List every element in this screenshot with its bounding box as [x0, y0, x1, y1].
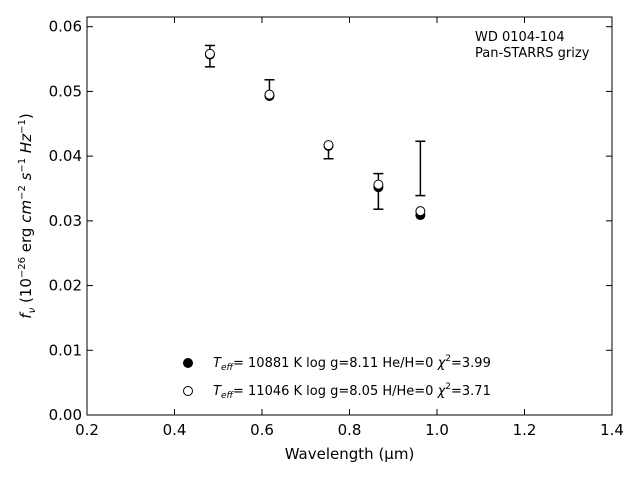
x-tick-label: 1.0	[425, 421, 449, 439]
model-point-open	[323, 140, 334, 151]
x-axis-label: Wavelength (μm)	[285, 445, 415, 463]
y-tick-label: 0.04	[49, 147, 82, 165]
legend: Teff= 10881 K log g=8.11 He/H=0 χ2=3.99 …	[183, 354, 491, 401]
y-axis-label: fν (10−26 erg cm−2 s−1 Hz−1)	[17, 113, 38, 318]
x-tick-label: 0.6	[250, 421, 274, 439]
annotation-object-name: WD 0104-104	[475, 30, 565, 45]
y-tick-label: 0.01	[49, 341, 82, 359]
y-tick-label: 0.06	[49, 18, 82, 36]
y-tick-label: 0.05	[49, 82, 82, 100]
x-tick-label: 1.2	[513, 421, 537, 439]
legend-label-open: Teff= 11046 K log g=8.05 H/He=0 χ2=3.71	[213, 382, 491, 401]
x-axis-ticks: 0.2 0.4 0.6 0.8 1.0 1.2 1.4	[75, 17, 624, 439]
model-point-open	[373, 179, 384, 190]
annotation-survey: Pan-STARRS grizy	[475, 46, 590, 61]
x-tick-label: 0.8	[338, 421, 362, 439]
legend-label-filled: Teff= 10881 K log g=8.11 He/H=0 χ2=3.99	[213, 354, 491, 373]
model-point-open	[415, 206, 426, 217]
data-points	[204, 48, 426, 221]
x-tick-label: 0.4	[163, 421, 187, 439]
model-point-open	[204, 48, 215, 59]
y-tick-label: 0.03	[49, 212, 82, 230]
y-tick-label: 0.02	[49, 277, 82, 295]
y-tick-label: 0.00	[49, 406, 82, 424]
x-tick-label: 0.2	[75, 421, 99, 439]
legend-marker-filled	[183, 358, 193, 368]
y-axis-ticks: 0.00 0.01 0.02 0.03 0.04 0.05 0.06	[49, 18, 612, 424]
x-tick-label: 1.4	[600, 421, 624, 439]
plot-area	[86, 16, 613, 416]
model-point-open	[264, 89, 275, 100]
legend-marker-open	[183, 386, 193, 396]
